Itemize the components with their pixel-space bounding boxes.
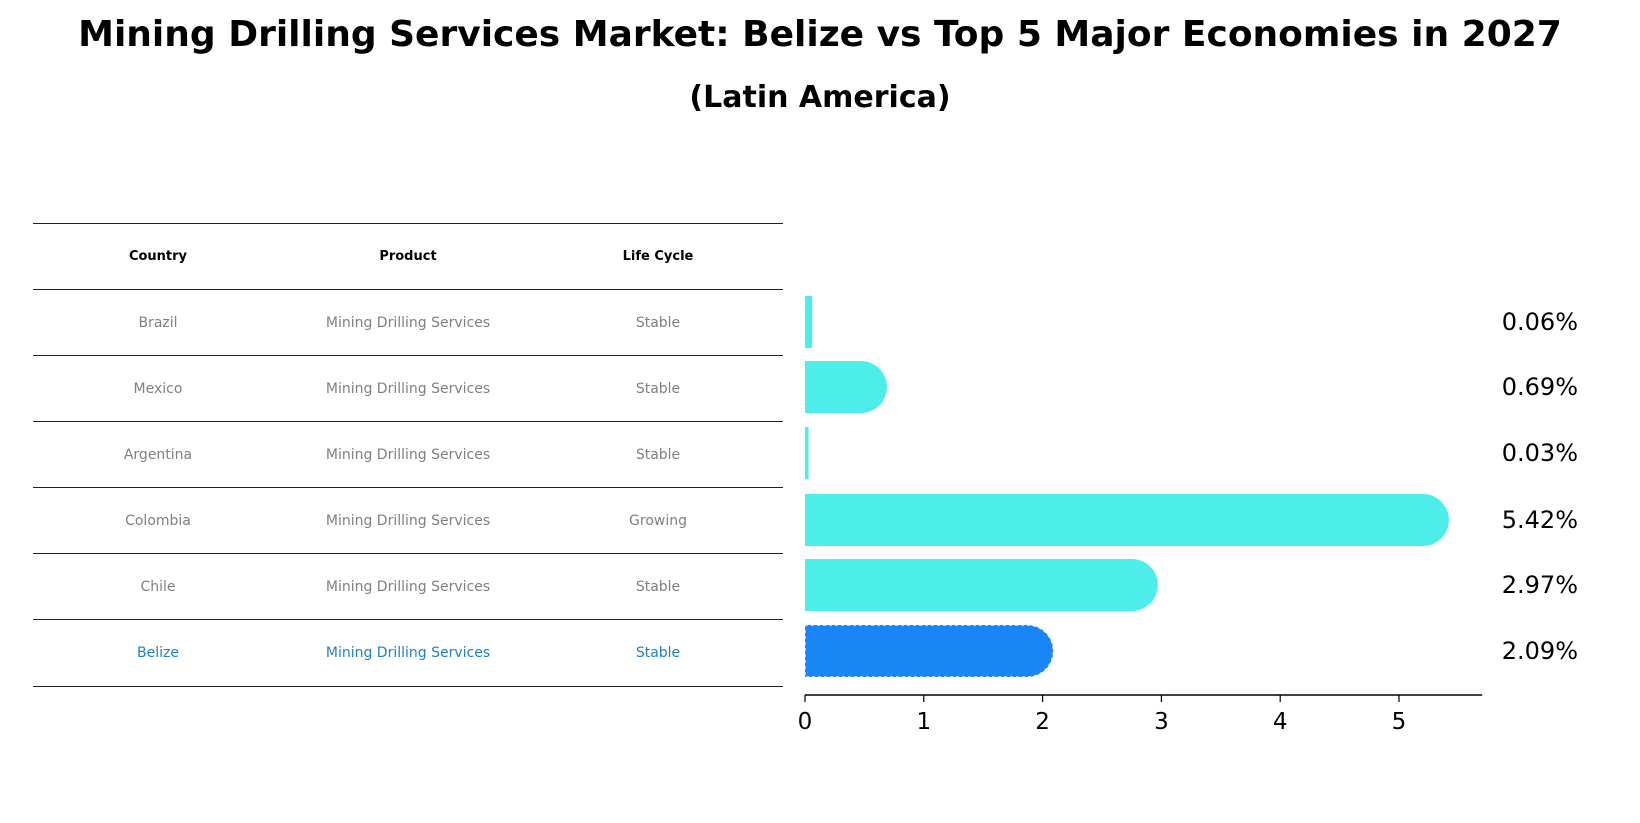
cell-product: Mining Drilling Services: [325, 380, 491, 397]
cell-country: Brazil: [138, 314, 178, 331]
table-row: Mexico Mining Drilling Services Stable: [33, 355, 783, 421]
value-label-chile: 2.97%: [1502, 571, 1578, 599]
cell-country: Argentina: [123, 446, 193, 463]
x-tick-label: 4: [1273, 709, 1288, 735]
cell-life-cycle: Stable: [635, 446, 681, 463]
cell-product: Mining Drilling Services: [325, 644, 491, 661]
bar-chile: [805, 559, 1158, 611]
cell-product: Mining Drilling Services: [325, 578, 491, 595]
cell-life-cycle: Stable: [635, 644, 681, 661]
table-row-highlight: Belize Mining Drilling Services Stable: [33, 619, 783, 687]
x-tick-label: 3: [1154, 709, 1169, 735]
table-row: Brazil Mining Drilling Services Stable: [33, 289, 783, 355]
table-row: Colombia Mining Drilling Services Growin…: [33, 487, 783, 553]
bar-brazil: [805, 296, 813, 348]
table-row: Argentina Mining Drilling Services Stabl…: [33, 421, 783, 487]
data-table: Country Product Life Cycle Brazil Mining…: [33, 223, 783, 687]
x-tick-label: 2: [1035, 709, 1050, 735]
value-label-colombia: 5.42%: [1502, 506, 1578, 534]
value-label-brazil: 0.06%: [1502, 308, 1578, 336]
chart-subtitle: (Latin America): [689, 80, 951, 115]
x-tick-label: 0: [798, 709, 813, 735]
x-tick-label: 5: [1392, 709, 1407, 735]
header-country: Country: [128, 249, 188, 264]
table-header-row: Country Product Life Cycle: [33, 223, 783, 289]
cell-product: Mining Drilling Services: [325, 512, 491, 529]
header-life-cycle: Life Cycle: [622, 249, 694, 264]
bar-belize: [804, 624, 1054, 678]
cell-life-cycle: Stable: [635, 578, 681, 595]
header-product: Product: [379, 249, 437, 264]
bar-colombia: [805, 494, 1449, 546]
cell-life-cycle: Stable: [635, 380, 681, 397]
x-tick-label: 1: [916, 709, 931, 735]
cell-country: Belize: [137, 644, 179, 661]
value-label-belize: 2.09%: [1502, 637, 1578, 665]
value-label-argentina: 0.03%: [1502, 439, 1578, 467]
value-label-mexico: 0.69%: [1502, 373, 1578, 401]
chart-title: Mining Drilling Services Market: Belize …: [78, 14, 1562, 55]
cell-product: Mining Drilling Services: [325, 314, 491, 331]
bar-mexico: [805, 361, 887, 413]
cell-life-cycle: Stable: [635, 314, 681, 331]
cell-life-cycle: Growing: [629, 512, 687, 529]
cell-country: Colombia: [125, 512, 191, 529]
cell-product: Mining Drilling Services: [325, 446, 491, 463]
cell-country: Chile: [140, 578, 176, 595]
cell-country: Mexico: [133, 380, 183, 397]
table-row: Chile Mining Drilling Services Stable: [33, 553, 783, 619]
bar-argentina: [805, 427, 809, 479]
